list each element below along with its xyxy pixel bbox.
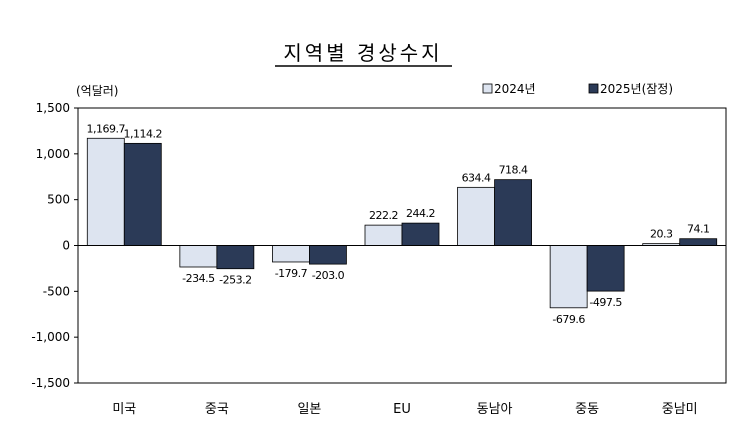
bar-2025 bbox=[586, 245, 625, 292]
y-axis-unit-label: (억달러) bbox=[76, 84, 118, 98]
bar-2025 bbox=[123, 142, 162, 246]
bar-2025 bbox=[494, 179, 532, 246]
data-label: -497.5 bbox=[589, 296, 622, 309]
y-tick-label: 0 bbox=[62, 239, 70, 253]
chart-title: 지역별 경상수지 bbox=[283, 41, 442, 65]
y-tick-label: 1,000 bbox=[36, 147, 70, 161]
bar-2024 bbox=[364, 224, 403, 246]
y-tick-label: 1,500 bbox=[36, 101, 70, 115]
bar-2024 bbox=[549, 245, 588, 309]
data-label: -203.0 bbox=[312, 269, 345, 282]
bar-2024 bbox=[272, 245, 310, 263]
bar-2025 bbox=[401, 222, 440, 246]
bar-2025 bbox=[216, 245, 255, 270]
data-labels: 1,169.71,114.2 -234.5 -253.2 -179.7 -203.0 22… bbox=[87, 122, 710, 326]
category-label: 중국 bbox=[205, 402, 229, 417]
bar-2025 bbox=[679, 238, 718, 246]
legend: 2024년 2025년(잠정) bbox=[482, 82, 673, 96]
data-label: 1,114.2 bbox=[124, 127, 163, 140]
category-labels: 미국 중국 일본 EU 동남아 중동 중남미 bbox=[112, 402, 697, 417]
data-label: 244.2 bbox=[406, 207, 435, 220]
category-label: 중동 bbox=[575, 402, 599, 417]
y-tick-label: 500 bbox=[47, 193, 70, 207]
y-tick-label: -1,000 bbox=[31, 330, 70, 344]
data-label: -679.6 bbox=[552, 313, 585, 326]
legend-label-2024: 2024년 bbox=[494, 82, 536, 96]
y-axis-ticks: 1,500 1,000 500 0 -500 -1,000 -1,500 bbox=[31, 101, 78, 390]
data-label: -234.5 bbox=[182, 272, 215, 285]
legend-label-2025: 2025년(잠정) bbox=[600, 82, 673, 96]
legend-swatch-2025 bbox=[588, 83, 599, 94]
data-label: 20.3 bbox=[650, 228, 673, 241]
legend-swatch-2024 bbox=[482, 83, 493, 94]
y-tick-label: -500 bbox=[43, 284, 70, 298]
category-label: 동남아 bbox=[477, 402, 513, 417]
category-label: 중남미 bbox=[662, 402, 698, 417]
data-label: 74.1 bbox=[687, 223, 710, 236]
y-tick-label: -1,500 bbox=[31, 376, 70, 390]
bar-2024 bbox=[179, 245, 218, 268]
bar-2024 bbox=[457, 186, 495, 246]
data-label: 1,169.7 bbox=[87, 122, 126, 135]
data-label: -253.2 bbox=[219, 274, 251, 287]
bar-2024 bbox=[86, 137, 125, 246]
data-label: 634.4 bbox=[462, 171, 491, 184]
data-label: -179.7 bbox=[275, 267, 308, 280]
data-label: 718.4 bbox=[499, 164, 528, 177]
category-label: EU bbox=[393, 402, 411, 417]
category-label: 미국 bbox=[112, 402, 136, 417]
category-label: 일본 bbox=[297, 402, 321, 417]
data-label: 222.2 bbox=[369, 209, 398, 222]
bar-2025 bbox=[309, 245, 347, 265]
bars bbox=[86, 137, 718, 309]
